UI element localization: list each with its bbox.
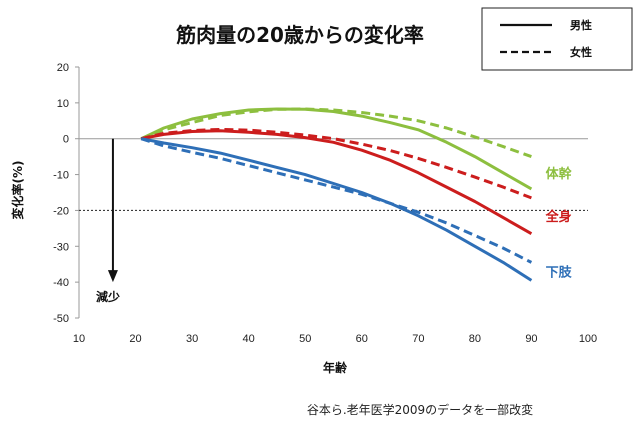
decrease-arrow: [107, 138, 118, 283]
axes: [78, 67, 588, 318]
y-tick-label: -30: [53, 241, 69, 253]
series-group-label: 全身: [545, 209, 572, 225]
x-tick-label: 60: [356, 333, 368, 345]
y-tick-label: 20: [57, 62, 69, 74]
x-tick-label: 10: [73, 333, 85, 345]
y-axis-ticks: 20 10 0 -10 -20 -30 -40 -50: [53, 62, 79, 325]
x-tick-label: 80: [469, 333, 481, 345]
y-axis-label: 変化率(%): [10, 161, 25, 220]
y-tick-label: 10: [57, 98, 69, 110]
x-axis-label: 年齢: [323, 360, 348, 375]
series-group-label: 体幹: [546, 166, 573, 182]
legend-frame: [481, 7, 633, 71]
x-tick-label: 50: [299, 333, 311, 345]
legend-box: 男性 女性: [481, 7, 633, 71]
series-line-5: [140, 137, 533, 264]
x-tick-label: 90: [525, 333, 537, 345]
legend-label-male: 男性: [570, 18, 592, 32]
x-axis-ticks: 10 20 30 40 50 60 70 80 90 100: [73, 333, 597, 345]
source-note: 谷本ら.老年医学2009のデータを一部改変: [307, 402, 533, 417]
series-line-4: [140, 137, 533, 282]
x-tick-label: 70: [412, 333, 424, 345]
series-line-1: [140, 107, 532, 159]
x-tick-label: 30: [186, 333, 198, 345]
decrease-arrow-head: [107, 270, 118, 283]
x-tick-label: 20: [129, 333, 141, 345]
legend-label-female: 女性: [570, 45, 592, 59]
y-tick-label: -10: [53, 170, 69, 182]
decrease-label: 減少: [96, 289, 120, 304]
series-group-label: 下肢: [546, 264, 573, 280]
y-tick-label: 0: [63, 134, 69, 146]
x-tick-label: 40: [243, 333, 255, 345]
series-line-2: [140, 129, 533, 236]
series-layer: [140, 107, 533, 282]
y-tick-label: -20: [53, 205, 69, 217]
y-tick-label: -50: [53, 313, 69, 325]
series-line-3: [140, 127, 532, 200]
chart-title: 筋肉量の20歳からの変化率: [176, 23, 424, 47]
x-tick-label: 100: [579, 333, 597, 345]
y-tick-label: -40: [53, 277, 69, 289]
